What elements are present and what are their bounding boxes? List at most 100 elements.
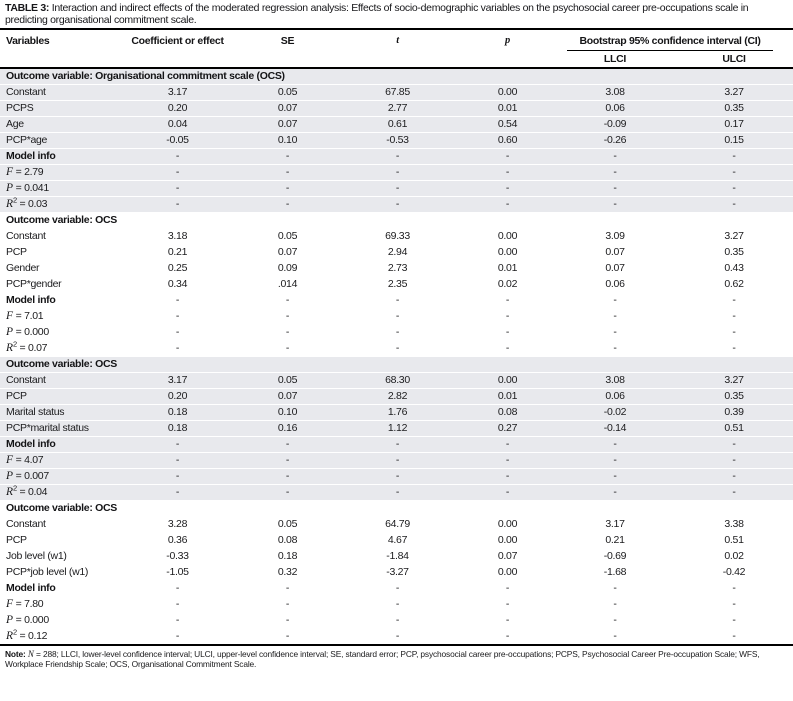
cell-variable: PCP	[0, 388, 115, 405]
table-title: TABLE 3: Interaction and indirect effect…	[0, 0, 793, 30]
math-symbol: P	[6, 470, 14, 482]
math-symbol: F	[6, 454, 14, 466]
cell-value: -	[460, 484, 555, 501]
table-row: Constant 3.28 0.05 64.79 0.00 3.17 3.38	[0, 516, 793, 533]
math-symbol: R	[6, 342, 14, 354]
section-header-row: Outcome variable: OCS	[0, 500, 793, 517]
cell-variable: Model info	[0, 148, 115, 165]
cell-value: -	[675, 436, 793, 453]
header-row-1: Variables Coefficient or effect SE t p B…	[0, 30, 793, 51]
cell-value: -	[240, 292, 335, 309]
cell-variable: Model info	[0, 580, 115, 597]
cell-value: 69.33	[335, 228, 460, 245]
cell-value: 0.20	[115, 388, 240, 405]
cell-value: -	[675, 484, 793, 501]
table-row: R2 = 0.03- - - - - -	[0, 196, 793, 213]
cell-value: 0.00	[460, 532, 555, 549]
cell-value: -	[460, 580, 555, 597]
cell-value: 3.28	[115, 516, 240, 533]
cell-value: 0.43	[675, 260, 793, 277]
cell-variable: Constant	[0, 372, 115, 389]
table-body: Outcome variable: Organisational commitm…	[0, 68, 793, 646]
cell-value: 0.04	[115, 116, 240, 133]
cell-value: -	[675, 612, 793, 629]
math-symbol: R	[6, 486, 14, 498]
table-row: F = 7.80- - - - - -	[0, 596, 793, 613]
cell-value: -	[335, 580, 460, 597]
cell-value: 0.35	[675, 388, 793, 405]
cell-value: -	[675, 452, 793, 469]
cell-value: 0.07	[240, 100, 335, 117]
cell-value: 2.35	[335, 276, 460, 293]
col-variables: Variables	[6, 35, 50, 47]
cell-value: 2.94	[335, 244, 460, 261]
cell-value: -	[460, 324, 555, 341]
cell-value: -0.33	[115, 548, 240, 565]
table-row: Constant 3.17 0.05 67.85 0.00 3.08 3.27	[0, 84, 793, 101]
table-header: Variables Coefficient or effect SE t p B…	[0, 30, 793, 69]
cell-value: 3.08	[555, 372, 675, 389]
cell-value: -	[240, 580, 335, 597]
cell-value: -0.09	[555, 116, 675, 133]
cell-value: -	[115, 468, 240, 485]
table-row: PCP*age -0.05 0.10 -0.53 0.60 -0.26 0.15	[0, 132, 793, 149]
cell-variable: Job level (w1)	[0, 548, 115, 565]
cell-value: -	[555, 292, 675, 309]
cell-value: -	[460, 196, 555, 213]
table-row: PCPS 0.20 0.07 2.77 0.01 0.06 0.35	[0, 100, 793, 117]
cell-value: 3.17	[115, 84, 240, 101]
table-row: Model info - - - - - -	[0, 292, 793, 309]
col-p: p	[505, 35, 510, 46]
table-row: PCP*job level (w1) -1.05 0.32 -3.27 0.00 -1.6…	[0, 564, 793, 581]
cell-value: -	[115, 628, 240, 646]
cell-value: 0.08	[460, 404, 555, 421]
table-row: PCP 0.21 0.07 2.94 0.00 0.07 0.35	[0, 244, 793, 261]
cell-value: -	[335, 468, 460, 485]
table-row: Job level (w1) -0.33 0.18 -1.84 0.07 -0.69 0.0…	[0, 548, 793, 565]
table-row: PCP*marital status 0.18 0.16 1.12 0.27 -0.14 0…	[0, 420, 793, 437]
cell-value: -	[460, 468, 555, 485]
section-header: Outcome variable: OCS	[0, 212, 793, 229]
cell-value: 0.51	[675, 420, 793, 437]
cell-variable: PCP*job level (w1)	[0, 564, 115, 581]
cell-value: -	[115, 580, 240, 597]
math-symbol: F	[6, 310, 14, 322]
cell-value: -	[460, 452, 555, 469]
cell-value: -	[555, 628, 675, 646]
cell-variable: F = 7.80	[0, 596, 115, 613]
cell-value: -	[675, 292, 793, 309]
cell-value: 3.09	[555, 228, 675, 245]
cell-value: 0.16	[240, 420, 335, 437]
cell-variable: Marital status	[0, 404, 115, 421]
note-text: = 288; LLCI, lower-level confidence inte…	[5, 649, 760, 669]
cell-variable: F = 7.01	[0, 308, 115, 325]
cell-value: -	[115, 484, 240, 501]
cell-value: -	[460, 596, 555, 613]
cell-variable: PCP	[0, 532, 115, 549]
cell-value: -	[555, 436, 675, 453]
cell-value: -	[240, 340, 335, 357]
cell-value: -	[240, 196, 335, 213]
cell-value: -	[115, 292, 240, 309]
cell-value: -	[335, 196, 460, 213]
section-header: Outcome variable: OCS	[0, 500, 793, 517]
cell-value: -	[115, 164, 240, 181]
cell-value: -	[240, 148, 335, 165]
cell-value: -	[460, 164, 555, 181]
cell-value: -	[555, 324, 675, 341]
cell-variable: Constant	[0, 228, 115, 245]
table-row: F = 4.07- - - - - -	[0, 452, 793, 469]
cell-variable: PCP*age	[0, 132, 115, 149]
cell-value: -	[555, 164, 675, 181]
section-header: Outcome variable: OCS	[0, 356, 793, 373]
cell-value: 0.21	[115, 244, 240, 261]
cell-value: -	[675, 308, 793, 325]
cell-value: -0.42	[675, 564, 793, 581]
cell-value: 0.10	[240, 404, 335, 421]
cell-value: 0.00	[460, 244, 555, 261]
math-symbol: F	[6, 598, 14, 610]
cell-variable: PCPS	[0, 100, 115, 117]
cell-variable: R2 = 0.12	[0, 628, 115, 646]
cell-value: -	[115, 596, 240, 613]
